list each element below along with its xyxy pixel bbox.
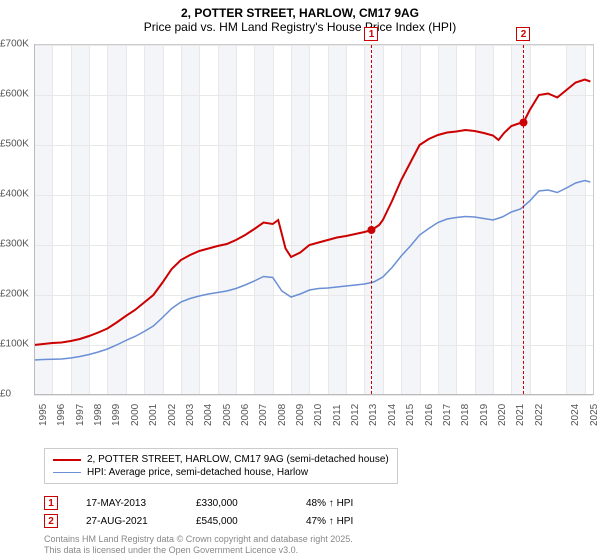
x-axis-label: 2024 — [570, 404, 581, 426]
x-axis-label: 2010 — [313, 404, 324, 426]
y-axis-label: £500K — [0, 139, 29, 150]
gridline-h — [34, 395, 593, 396]
marker-table-pct: 47% ↑ HPI — [306, 516, 396, 527]
legend-item: 2, POTTER STREET, HARLOW, CM17 9AG (semi… — [53, 453, 389, 466]
x-axis-label: 2004 — [203, 404, 214, 426]
marker-table-pct: 48% ↑ HPI — [306, 498, 396, 509]
x-axis-label: 1999 — [111, 404, 122, 426]
x-axis-label: 1998 — [93, 404, 104, 426]
x-axis-label: 2018 — [460, 404, 471, 426]
x-axis-label: 2021 — [515, 404, 526, 426]
legend-swatch — [53, 472, 81, 474]
marker-box-1: 1 — [364, 27, 378, 41]
chart-lines — [34, 45, 593, 394]
y-axis-label: £0 — [0, 389, 11, 400]
x-axis-label: 2020 — [497, 404, 508, 426]
attribution-line2: This data is licensed under the Open Gov… — [44, 545, 353, 556]
legend: 2, POTTER STREET, HARLOW, CM17 9AG (semi… — [44, 448, 398, 484]
x-axis-label: 1996 — [56, 404, 67, 426]
attribution-line1: Contains HM Land Registry data © Crown c… — [44, 534, 353, 545]
series-price_paid — [34, 80, 590, 346]
x-axis-label: 2011 — [332, 404, 343, 426]
x-axis-label: 2003 — [185, 404, 196, 426]
x-axis-label: 2008 — [277, 404, 288, 426]
y-axis-label: £400K — [0, 189, 29, 200]
x-axis — [34, 394, 594, 395]
x-axis-label: 2025 — [589, 404, 600, 426]
legend-item: HPI: Average price, semi-detached house,… — [53, 466, 389, 479]
x-axis-label: 2013 — [368, 404, 379, 426]
y-axis-label: £300K — [0, 239, 29, 250]
x-axis-label: 2022 — [534, 404, 545, 426]
x-axis-label: 2014 — [387, 404, 398, 426]
marker-table-price: £330,000 — [196, 498, 306, 509]
y-axis-label: £600K — [0, 89, 29, 100]
marker-table-row: 1 17-MAY-2013£330,00048% ↑ HPI — [44, 494, 396, 512]
x-axis-label: 2017 — [442, 404, 453, 426]
x-axis-label: 2002 — [167, 404, 178, 426]
marker-table: 1 17-MAY-2013£330,00048% ↑ HPI 2 27-AUG-202… — [44, 494, 396, 530]
chart-subtitle: Price paid vs. HM Land Registry's House … — [0, 20, 600, 38]
marker-table-price: £545,000 — [196, 516, 306, 527]
x-axis-label: 2000 — [130, 404, 141, 426]
marker-table-row: 2 27-AUG-2021£545,00047% ↑ HPI — [44, 512, 396, 530]
legend-swatch — [53, 459, 81, 461]
series-hpi — [34, 181, 590, 361]
x-axis-label: 2006 — [240, 404, 251, 426]
y-axis — [34, 44, 35, 394]
chart-plot-area: 12 — [34, 44, 594, 394]
legend-label: 2, POTTER STREET, HARLOW, CM17 9AG (semi… — [87, 454, 389, 465]
marker-box-2: 2 — [516, 27, 530, 41]
x-axis-label: 2009 — [295, 404, 306, 426]
x-axis-label: 1995 — [38, 404, 49, 426]
x-axis-label: 2001 — [148, 404, 159, 426]
marker-table-date: 17-MAY-2013 — [86, 498, 196, 509]
x-axis-label: 2019 — [479, 404, 490, 426]
y-axis-label: £200K — [0, 289, 29, 300]
x-axis-label: 1997 — [75, 404, 86, 426]
marker-line-1 — [371, 45, 372, 394]
x-axis-label: 2015 — [405, 404, 416, 426]
y-axis-label: £700K — [0, 39, 29, 50]
x-axis-label: 2012 — [350, 404, 361, 426]
marker-line-2 — [523, 45, 524, 394]
x-axis-label: 2016 — [424, 404, 435, 426]
chart-title: 2, POTTER STREET, HARLOW, CM17 9AG — [0, 0, 600, 20]
marker-table-date: 27-AUG-2021 — [86, 516, 196, 527]
marker-table-box: 2 — [44, 514, 58, 528]
x-axis-label: 2005 — [222, 404, 233, 426]
attribution: Contains HM Land Registry data © Crown c… — [44, 534, 353, 556]
legend-label: HPI: Average price, semi-detached house,… — [87, 467, 308, 478]
x-axis-label: 2007 — [258, 404, 269, 426]
marker-table-box: 1 — [44, 496, 58, 510]
y-axis-label: £100K — [0, 339, 29, 350]
